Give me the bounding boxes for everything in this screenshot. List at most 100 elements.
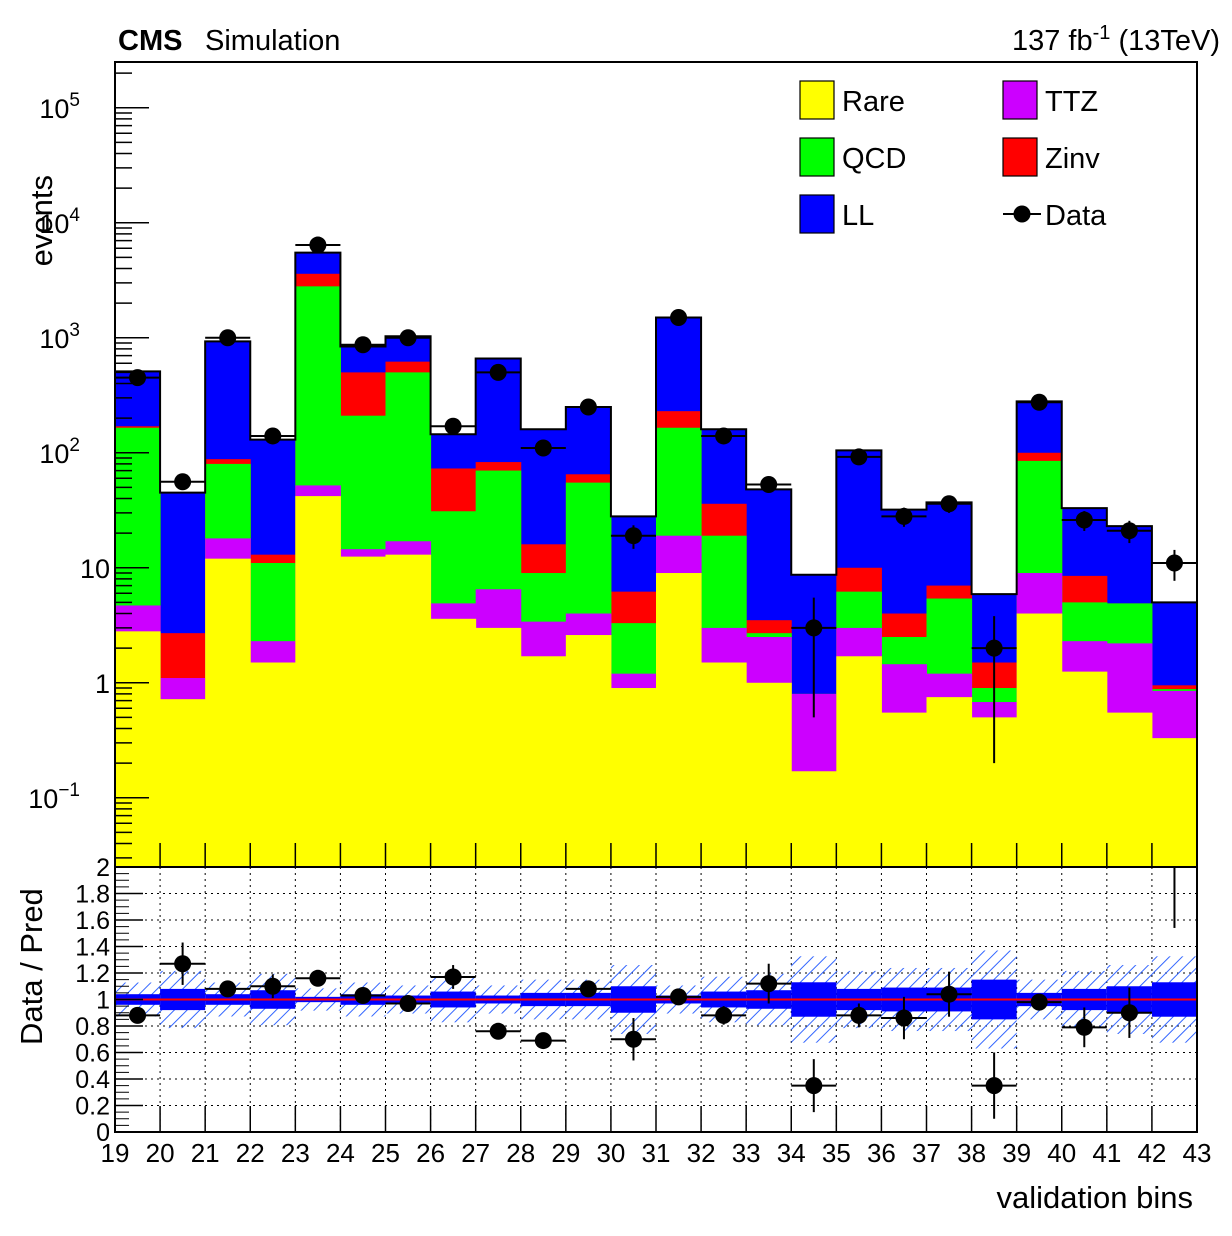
ratio-point-37 <box>926 971 972 1017</box>
data-marker-30 <box>624 527 642 545</box>
data-point-40 <box>1061 511 1107 531</box>
x-tick-label: 27 <box>461 1138 490 1168</box>
data-point-38 <box>971 616 1017 764</box>
data-marker-31 <box>670 309 688 327</box>
ratio-point-41 <box>1106 987 1152 1038</box>
y-tick-base: 10 <box>39 94 69 124</box>
bar-rare-19 <box>115 631 161 867</box>
legend-entry-qcd: QCD <box>799 137 906 177</box>
bar-rare-42 <box>1151 738 1198 867</box>
legend-label-ll: LL <box>842 200 874 232</box>
bar-rare-21 <box>205 558 251 867</box>
data-marker-26 <box>444 417 462 435</box>
data-marker-32 <box>715 427 733 445</box>
bar-rare-37 <box>926 697 973 867</box>
experiment-label: CMS <box>118 25 182 57</box>
simulation-label: Simulation <box>205 25 340 57</box>
bar-rare-30 <box>610 688 657 867</box>
ratio-point-32 <box>701 1006 747 1025</box>
data-point-29 <box>565 398 611 416</box>
legend: Rare TTZ QCD Zinv LL Data <box>799 80 1107 234</box>
legend-entry-rare: Rare <box>799 80 905 120</box>
legend-entry-zinv: Zinv <box>1002 137 1100 177</box>
data-point-35 <box>836 448 882 466</box>
ratio-marker-28 <box>534 1032 552 1050</box>
data-marker-41 <box>1120 522 1138 540</box>
x-tick-label: 25 <box>371 1138 400 1168</box>
y-tick-base: 1 <box>95 669 110 699</box>
bar-rare-32 <box>701 662 747 867</box>
ratio-marker-39 <box>1030 993 1048 1011</box>
stack-outline <box>114 251 1198 867</box>
data-marker-23 <box>309 236 327 254</box>
legend-entry-ll: LL <box>799 194 874 234</box>
legend-swatch-zinv <box>1002 137 1038 177</box>
x-tick-label: 43 <box>1183 1138 1212 1168</box>
ratio-y-tick-label: 1.6 <box>75 907 110 935</box>
data-marker-28 <box>534 439 552 457</box>
bar-rare-22 <box>250 662 296 867</box>
x-tick-label: 38 <box>957 1138 986 1168</box>
data-point-33 <box>746 475 792 493</box>
x-tick-label: 36 <box>867 1138 896 1168</box>
lumi-label: 137 fb-1 (13TeV) <box>1012 22 1220 57</box>
bar-rare-40 <box>1061 671 1108 867</box>
ratio-point-27 <box>475 1022 521 1040</box>
ratio-point-25 <box>385 994 431 1012</box>
data-point-24 <box>340 336 386 354</box>
ratio-data-layer <box>115 867 1176 1119</box>
data-marker-40 <box>1075 511 1093 529</box>
ratio-y-tick-label: 1 <box>96 987 110 1015</box>
ratio-marker-33 <box>760 975 778 993</box>
legend-swatch-qcd <box>799 137 835 177</box>
bottom-panel-frame <box>114 866 1198 1133</box>
data-point-27 <box>475 363 521 381</box>
bar-rare-41 <box>1106 712 1153 867</box>
ratio-y-tick-label: 0.8 <box>75 1013 110 1041</box>
data-point-26 <box>430 417 476 435</box>
data-point-42 <box>1151 549 1197 581</box>
ratio-point-22 <box>250 974 296 999</box>
y-tick-exponent: 3 <box>69 320 80 341</box>
legend-label-qcd: QCD <box>842 143 906 175</box>
x-tick-label: 32 <box>687 1138 716 1168</box>
y-tick-exponent: 4 <box>69 205 80 226</box>
bar-rare-33 <box>746 682 792 867</box>
y-tick-label: 103 <box>39 320 80 354</box>
data-point-20 <box>160 473 206 491</box>
data-point-25 <box>385 329 431 347</box>
ratio-marker-35 <box>850 1006 868 1024</box>
data-point-32 <box>701 427 747 445</box>
x-tick-label: 42 <box>1137 1138 1166 1168</box>
data-point-30 <box>610 525 656 549</box>
y-tick-label: 10 <box>80 554 110 584</box>
data-point-19 <box>115 369 161 387</box>
bar-rare-28 <box>520 656 567 867</box>
ratio-marker-21 <box>219 980 237 998</box>
ratio-y-tick-label: 0 <box>96 1119 110 1147</box>
data-marker-22 <box>264 427 282 445</box>
data-marker-27 <box>489 363 507 381</box>
energy-label: (13TeV) <box>1110 25 1220 57</box>
data-point-31 <box>656 309 702 327</box>
ratio-point-40 <box>1061 1007 1107 1048</box>
x-tick-label: 24 <box>326 1138 355 1168</box>
data-marker-20 <box>174 473 192 491</box>
data-marker-42 <box>1165 554 1183 572</box>
bottom-panel: 00.20.40.60.811.21.41.61.82 19 20 21 22 23 24 2… <box>14 854 1211 1215</box>
ratio-y-tick-label: 1.8 <box>75 881 110 909</box>
bar-rare-36 <box>881 712 927 867</box>
ratio-marker-24 <box>354 987 372 1005</box>
ratio-y-tick-label: 0.4 <box>75 1066 110 1094</box>
data-marker-36 <box>895 507 913 525</box>
bar-rare-34 <box>791 771 837 867</box>
y-tick-exponent: −1 <box>58 780 80 801</box>
x-tick-label: 19 <box>101 1138 130 1168</box>
ratio-y-tick-label: 0.2 <box>75 1093 110 1121</box>
y-tick-label: 104 <box>39 205 80 239</box>
ratio-marker-37 <box>940 985 958 1003</box>
ratio-point-33 <box>746 963 792 1004</box>
data-marker-35 <box>850 448 868 466</box>
x-tick-label: 29 <box>551 1138 580 1168</box>
ratio-point-35 <box>836 1003 882 1028</box>
